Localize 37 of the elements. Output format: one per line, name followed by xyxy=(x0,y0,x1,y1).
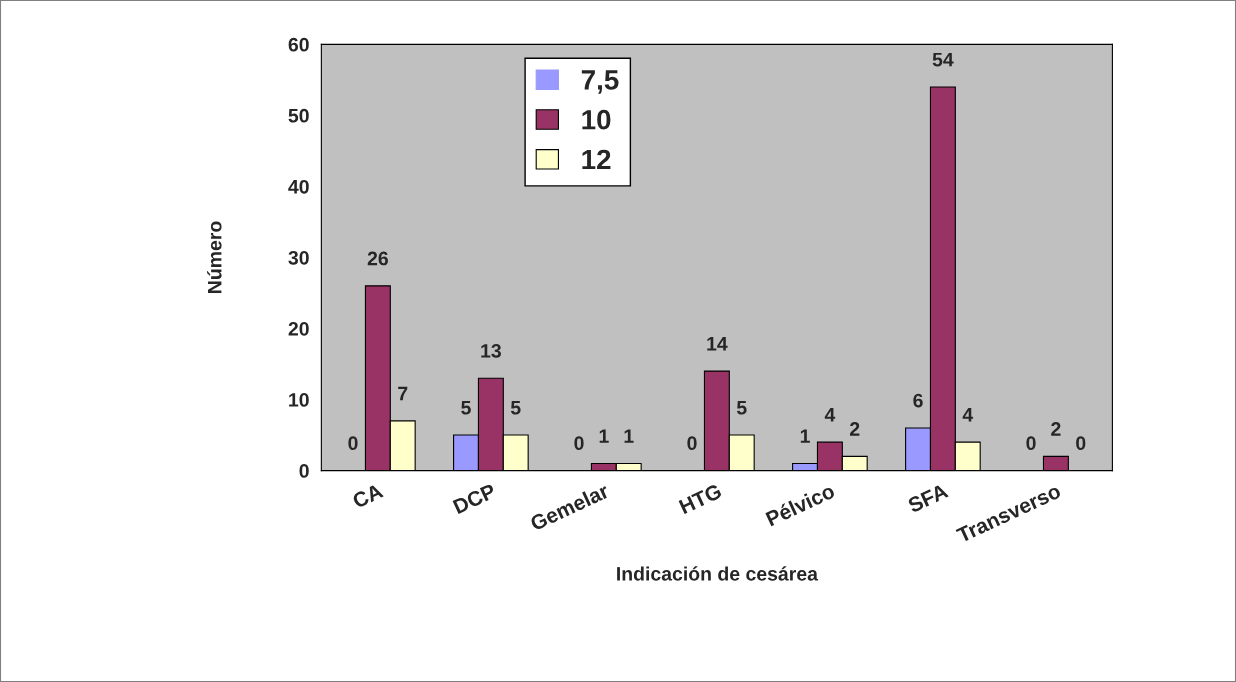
data-label: 13 xyxy=(481,343,501,358)
data-label: 14 xyxy=(707,337,728,351)
data-label: 26 xyxy=(367,251,388,266)
y-tick-label: 60 xyxy=(288,37,309,52)
y-tick-label: 30 xyxy=(288,250,309,265)
y-tick-label: 40 xyxy=(288,179,309,194)
data-label: 2 xyxy=(850,422,860,436)
data-label: 0 xyxy=(348,436,358,451)
data-label: 4 xyxy=(824,408,836,422)
data-label: 1 xyxy=(599,429,609,443)
data-label: 5 xyxy=(461,400,471,415)
data-label: 6 xyxy=(913,393,923,408)
y-axis-title: Número xyxy=(207,221,222,293)
x-axis-title: Indicación de cesárea xyxy=(617,566,819,581)
legend-label: 12 xyxy=(582,149,611,170)
y-tick-label: 10 xyxy=(289,393,309,407)
data-label: 0 xyxy=(687,436,697,451)
data-label: 0 xyxy=(1076,436,1086,451)
x-tick-label: DCP xyxy=(452,483,497,515)
data-label: 5 xyxy=(510,400,521,415)
data-label: 2 xyxy=(1051,422,1061,436)
x-tick-label: HTG xyxy=(678,483,723,515)
data-label: 1 xyxy=(800,429,810,443)
legend-label: 7,5 xyxy=(581,70,619,94)
x-tick-label: CA xyxy=(351,483,384,509)
data-label: 5 xyxy=(736,400,747,415)
x-tick-label: SFA xyxy=(906,483,949,514)
y-tick-label: 0 xyxy=(299,464,309,478)
data-label: 4 xyxy=(962,408,974,422)
y-tick-label: 50 xyxy=(288,108,309,123)
data-label: 54 xyxy=(932,52,954,67)
data-label: 1 xyxy=(624,429,634,443)
y-tick-label: 20 xyxy=(288,321,309,336)
legend-label: 10 xyxy=(582,109,611,130)
data-label: 0 xyxy=(574,436,584,451)
data-label: 0 xyxy=(1026,436,1036,451)
data-label: 7 xyxy=(398,386,408,401)
